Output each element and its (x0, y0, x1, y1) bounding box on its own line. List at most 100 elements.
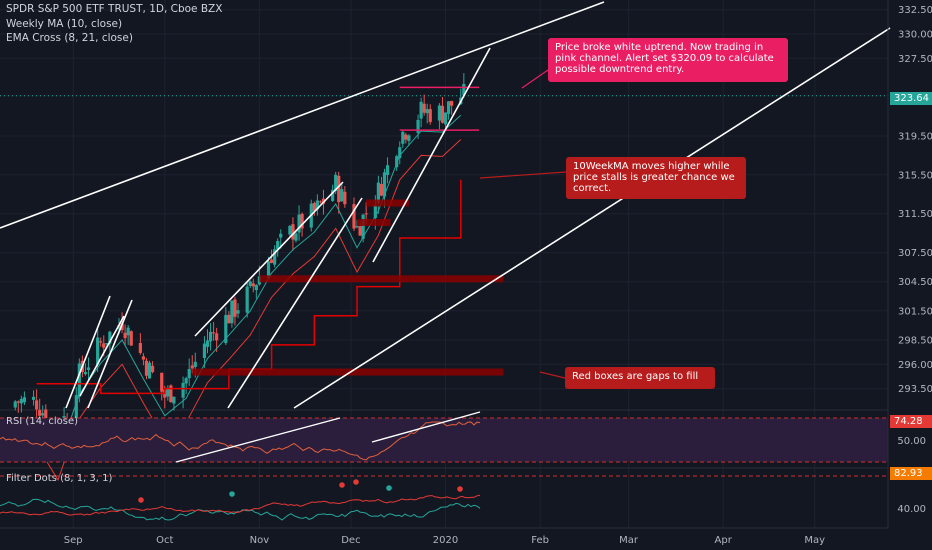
candle-body (184, 378, 188, 384)
weekly-ma-line (36, 179, 462, 395)
trend-line (0, 1, 605, 229)
candle-body (385, 165, 390, 176)
candle-body (102, 343, 106, 348)
candle-body (150, 365, 155, 373)
candle-body (318, 201, 323, 203)
candle-body (401, 131, 405, 144)
candle-body (331, 189, 335, 201)
candle-body (273, 249, 277, 265)
y-tick-label: 327.50 (898, 54, 932, 65)
candle-body (44, 409, 48, 425)
rsi-line (0, 421, 481, 461)
candle-body (379, 184, 384, 196)
candle-body (19, 398, 23, 404)
candle-body (279, 233, 283, 238)
gap-note[interactable]: Red boxes are gaps to fill (565, 367, 715, 389)
x-tick-label: Nov (250, 535, 270, 546)
candle-body (355, 226, 359, 228)
candle-body (297, 214, 301, 233)
ma-note[interactable]: 10WeekMA moves higher while price stalls… (566, 157, 746, 199)
candle-body (334, 174, 338, 192)
candle-body (440, 105, 445, 123)
filter-dots-label[interactable]: Filter Dots (8, 1, 3, 1) (6, 473, 113, 484)
candle-body (343, 191, 347, 205)
candle-body (312, 203, 316, 212)
candle-body (446, 101, 451, 114)
trend-line (194, 181, 344, 337)
candle-body (108, 331, 112, 344)
trend-line (79, 315, 125, 397)
candle-body (181, 382, 185, 398)
x-tick-label: Sep (64, 535, 83, 546)
candle-body (425, 109, 429, 114)
candle-body (99, 341, 103, 343)
candle-body (74, 395, 78, 420)
candle-body (428, 109, 432, 123)
candle-body (86, 367, 91, 370)
candle-body (144, 360, 149, 376)
trend-line (227, 197, 363, 409)
ema-cross-legend[interactable]: EMA Cross (8, 21, close) (6, 32, 133, 44)
y-tick-label: 301.50 (898, 306, 932, 317)
candle-body (382, 172, 387, 197)
candle-body (224, 315, 228, 344)
candle-body (266, 261, 271, 279)
candle-body (358, 226, 362, 236)
candle-body (337, 175, 341, 203)
candle-body (205, 340, 210, 347)
candle-body (233, 299, 237, 317)
filter-value-tag: 82.93 (890, 467, 932, 480)
candle-body (190, 365, 194, 369)
candle-body (215, 333, 219, 341)
candle-body (407, 135, 411, 141)
candle-body (208, 331, 213, 342)
y-tick-label: 293.50 (898, 384, 932, 395)
candle-body (169, 385, 173, 403)
gap-box (259, 275, 504, 283)
candle-body (105, 343, 109, 345)
filter-slow-line (0, 494, 481, 516)
candle-body (294, 233, 298, 241)
candle-body (291, 224, 295, 240)
y-tick-label: 311.50 (898, 209, 932, 220)
y-tick-label: 304.50 (898, 277, 932, 288)
gap-box (357, 218, 391, 226)
candle-body (83, 372, 88, 375)
y-tick-label: 330.00 (898, 30, 932, 41)
rsi-band (0, 418, 888, 462)
y-tick-label: 332.50 (898, 5, 932, 16)
candle-body (141, 356, 146, 360)
candle-body (437, 105, 442, 121)
x-tick-label: Dec (341, 535, 360, 546)
candle-body (236, 310, 240, 314)
candle-body (129, 331, 133, 346)
y-tick-label: 315.50 (898, 170, 932, 181)
candle-body (123, 332, 127, 339)
candle-body (13, 401, 17, 408)
note-pointer (521, 69, 549, 89)
weekly-ma-legend[interactable]: Weekly MA (10, close) (6, 18, 123, 30)
candle-body (254, 284, 258, 291)
pink-channel-note[interactable]: Price broke white uptrend. Now trading i… (548, 38, 788, 82)
gap-box (366, 199, 409, 207)
x-tick-label: Feb (531, 535, 549, 546)
note-pointer (479, 171, 567, 179)
candle-body (41, 413, 45, 416)
candle-body (419, 101, 423, 119)
y-tick-label: 296.00 (898, 360, 932, 371)
filter-dot (229, 491, 235, 497)
candle-body (361, 214, 365, 239)
rsi-trend-line (175, 417, 341, 463)
x-tick-label: Apr (715, 535, 733, 546)
rsi-label[interactable]: RSI (14, close) (6, 416, 79, 427)
candle-body (193, 361, 197, 367)
drawing-overlay (0, 1, 891, 463)
ema-slow-line (36, 139, 462, 482)
trend-line (372, 47, 491, 263)
candle-body (202, 343, 207, 359)
candle-body (172, 396, 176, 404)
symbol-title[interactable]: SPDR S&P 500 ETF TRUST, 1D, Cboe BZX (6, 3, 223, 15)
candle-body (251, 283, 255, 287)
